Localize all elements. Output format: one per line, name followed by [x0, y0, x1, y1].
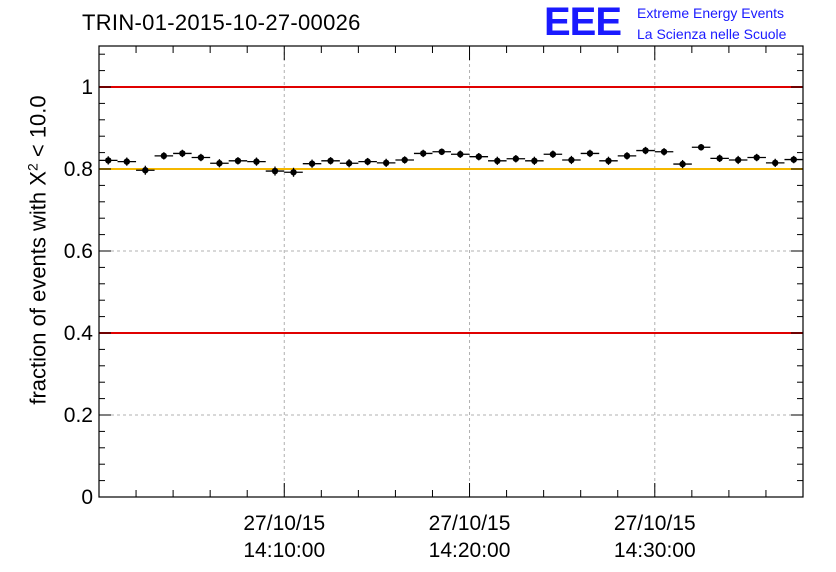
data-point: [253, 158, 260, 165]
data-point: [716, 155, 723, 162]
x-tick-label-date: 27/10/15: [429, 512, 511, 535]
data-point: [679, 160, 686, 168]
data-point: [327, 157, 334, 164]
data-point: [512, 155, 520, 162]
chart-title: TRIN-01-2015-10-27-00026: [82, 10, 361, 35]
logo-mark: EEE: [544, 0, 622, 44]
data-point: [197, 154, 205, 161]
data-point: [697, 144, 705, 151]
data-point: [179, 150, 186, 157]
data-point: [660, 148, 668, 155]
data-point: [382, 159, 390, 167]
data-point: [549, 151, 557, 158]
data-point: [345, 160, 353, 167]
data-point: [623, 152, 631, 160]
data-point: [531, 157, 538, 164]
data-point: [605, 157, 612, 164]
data-point: [271, 167, 279, 175]
data-point: [457, 151, 464, 158]
data-point: [364, 158, 371, 165]
data-point: [568, 156, 575, 164]
x-tick-label-date: 27/10/15: [614, 512, 696, 535]
data-point: [105, 157, 112, 164]
x-tick-label-time: 14:10:00: [243, 539, 325, 562]
data-point: [586, 150, 594, 157]
data-point: [494, 157, 501, 164]
data-point: [142, 167, 149, 174]
x-tick-label-time: 14:30:00: [614, 539, 696, 562]
y-tick-label: 0.8: [64, 158, 93, 181]
data-point: [772, 159, 779, 167]
data-point: [290, 169, 297, 176]
x-tick-label-date: 27/10/15: [243, 512, 325, 535]
data-point: [438, 148, 445, 155]
plot-frame: [98, 45, 804, 498]
logo-line-1: Extreme Energy Events: [637, 5, 785, 21]
y-tick-label: 0.6: [64, 240, 93, 263]
data-point: [216, 160, 223, 167]
y-tick-label: 0: [81, 486, 93, 509]
data-point: [475, 153, 482, 160]
data-point: [234, 157, 242, 164]
data-point: [160, 152, 168, 160]
data-point: [790, 156, 797, 163]
data-point: [401, 156, 408, 164]
data-point: [642, 147, 649, 154]
y-tick-label: 1: [81, 76, 93, 99]
data-point: [123, 158, 130, 165]
data-point: [420, 150, 427, 157]
data-point: [308, 160, 316, 167]
y-tick-label: 0.2: [64, 404, 93, 427]
x-tick-label-time: 14:20:00: [429, 539, 511, 562]
logo-line-2: La Scienza nelle Scuole: [637, 26, 787, 42]
data-point: [734, 156, 742, 164]
data-point: [753, 154, 760, 161]
eee-logo: EEE Extreme Energy Events La Scienza nel…: [544, 0, 834, 46]
y-tick-label: 0.4: [64, 322, 94, 345]
